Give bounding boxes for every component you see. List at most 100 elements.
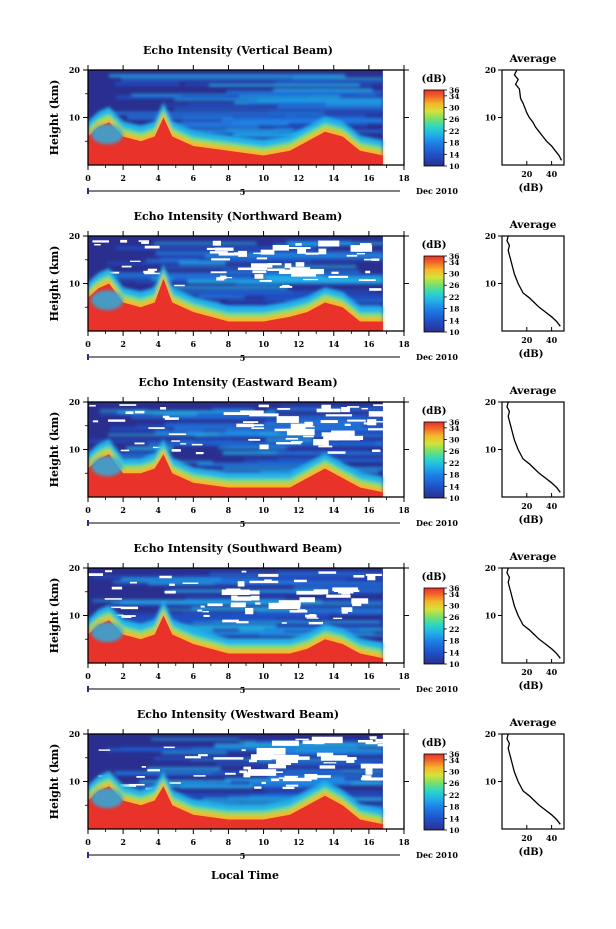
data-gap (128, 783, 145, 786)
data-gap (279, 777, 297, 779)
x-tick-label: 8 (226, 837, 232, 847)
intensity-streak (273, 88, 373, 92)
average-x-tick-label: 40 (546, 833, 558, 843)
data-gap (144, 245, 160, 249)
data-gap (373, 421, 385, 423)
intensity-streak (273, 265, 357, 268)
x-tick-label: 8 (226, 505, 232, 515)
data-gap (308, 422, 314, 426)
intensity-streak (173, 426, 383, 430)
data-gap (184, 756, 201, 759)
colorbar-tick-label: 18 (449, 139, 459, 148)
data-gap (236, 621, 249, 624)
data-gap (365, 768, 373, 775)
data-gap (284, 263, 292, 269)
data-gap (285, 246, 311, 249)
intensity-streak (278, 430, 355, 434)
data-gap (110, 606, 123, 609)
colorbar-tick-label: 36 (449, 418, 459, 427)
average-y-tick-label: 10 (485, 113, 497, 123)
intensity-streak (257, 98, 383, 102)
data-gap (283, 743, 294, 746)
data-gap (200, 605, 205, 608)
colorbar-tick-label: 36 (449, 584, 459, 593)
surface-band-red (88, 117, 383, 165)
intensity-streak (174, 97, 258, 101)
intensity-streak (115, 82, 180, 86)
intensity-streak (210, 470, 361, 472)
intensity-streak (161, 752, 227, 754)
colorbar-tick-label: 26 (449, 779, 459, 788)
data-gap (252, 270, 267, 274)
average-y-tick-label: 20 (485, 397, 497, 407)
x-tick-label: 0 (85, 173, 91, 183)
data-gap (241, 570, 247, 573)
data-gap (121, 615, 136, 617)
intensity-streak (121, 78, 332, 81)
average-x-tick-label: 20 (521, 335, 533, 345)
colorbar-tick-label: 22 (449, 625, 459, 634)
y-tick-label: 10 (69, 445, 81, 455)
average-y-tick-label: 10 (485, 777, 497, 787)
intensity-streak (99, 413, 153, 416)
data-gap (299, 597, 316, 603)
data-gap (191, 443, 203, 446)
data-gap (314, 742, 325, 745)
colorbar-tick-label: 14 (449, 482, 459, 491)
surface-band-red (88, 278, 383, 331)
colorbar-tick-label: 22 (449, 127, 459, 136)
y-tick-label: 10 (69, 279, 81, 289)
data-gap (319, 765, 336, 769)
data-gap (278, 754, 295, 758)
intensity-streak (160, 608, 209, 611)
data-gap (255, 602, 261, 605)
data-gap (311, 736, 343, 744)
data-gap (295, 738, 309, 741)
data-gap (327, 451, 346, 454)
y-tick-label: 20 (69, 729, 81, 739)
data-gap (271, 606, 283, 610)
data-gap (291, 273, 317, 277)
data-gap (278, 269, 308, 274)
x-tick-label: 10 (258, 173, 270, 183)
data-gap (333, 617, 343, 620)
no-data-region (382, 734, 404, 829)
data-gap (254, 786, 262, 789)
intensity-streak (166, 266, 292, 269)
intensity-streak (268, 111, 383, 114)
average-x-title: (dB) (519, 847, 544, 858)
data-gap (193, 775, 206, 777)
data-gap (159, 575, 172, 579)
data-gap (325, 414, 353, 417)
data-gap (221, 589, 250, 596)
data-gap (152, 446, 164, 449)
average-x-tick-label: 20 (521, 833, 533, 843)
data-gap (235, 596, 252, 601)
y-tick-label: 20 (69, 563, 81, 573)
intensity-streak (92, 599, 320, 602)
echo-cell (91, 788, 124, 809)
data-gap (360, 763, 389, 769)
average-x-tick-label: 40 (546, 169, 558, 179)
colorbar-tick-label: 34 (449, 756, 459, 765)
data-gap (279, 286, 293, 288)
y-tick-label: 10 (69, 113, 81, 123)
intensity-streak (222, 451, 279, 455)
intensity-streak (88, 439, 233, 443)
data-gap (323, 762, 337, 764)
colorbar-tick-label: 22 (449, 459, 459, 468)
y-tick-label: 10 (69, 611, 81, 621)
colorbar-tick-label: 10 (449, 162, 459, 171)
x-tick-label: 18 (398, 837, 410, 847)
data-gap (247, 769, 277, 776)
data-gap (293, 579, 307, 583)
data-gap (254, 274, 264, 279)
average-profile-line (506, 567, 561, 659)
data-gap (147, 769, 161, 772)
intensity-streak (233, 293, 383, 297)
average-y-tick-label: 10 (485, 445, 497, 455)
data-gap (331, 430, 355, 436)
intensity-streak (265, 438, 313, 442)
data-gap (282, 284, 290, 288)
intensity-streak (154, 242, 257, 245)
